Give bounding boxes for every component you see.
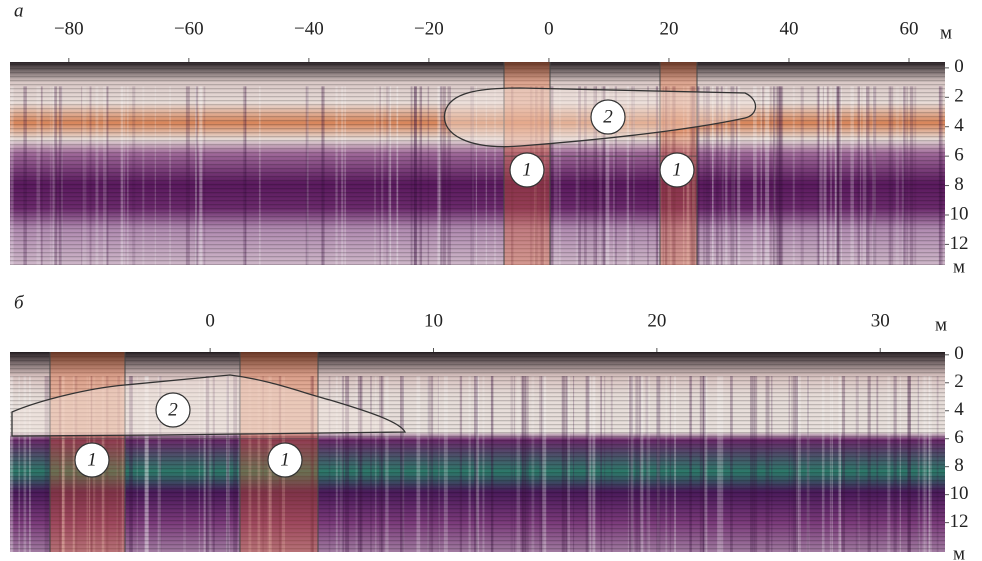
x-tick-label: 20 [647,310,666,331]
callout-label: 1 [280,449,290,470]
y-tick-label: 0 [954,56,964,77]
x-tick-label: −80 [54,18,84,39]
x-tick-label: −60 [174,18,204,39]
y-tick-label: 12 [950,511,969,532]
page: {"chart_data": [ {"type": "radargram", "… [0,0,982,561]
y-tick-label: 2 [954,86,964,107]
callout-label: 1 [87,449,97,470]
y-tick-label: 6 [954,427,964,448]
y-tick-label: 8 [954,455,964,476]
y-tick-label: 4 [954,115,964,136]
x-unit: м [940,22,952,43]
y-unit: м [953,256,965,277]
y-unit: м [953,543,965,561]
y-tick-label: 10 [950,483,969,504]
y-tick-label: 6 [954,145,964,166]
x-tick-label: 20 [659,18,678,39]
callout-label: 1 [522,159,532,180]
callout-label: 1 [672,159,682,180]
x-unit: м [935,314,947,335]
y-tick-label: 12 [950,233,969,254]
callout-label: 2 [603,106,613,127]
x-tick-label: 10 [424,310,443,331]
panel-label: а [14,0,24,21]
y-tick-label: 10 [950,203,969,224]
x-tick-label: 30 [871,310,890,331]
callout-label: 2 [168,399,178,420]
x-tick-label: 60 [899,18,918,39]
x-tick-label: 0 [544,18,554,39]
y-tick-label: 0 [954,343,964,364]
x-tick-label: 40 [779,18,798,39]
y-tick-label: 2 [954,371,964,392]
y-tick-label: 4 [954,399,964,420]
figure: а−80−60−40−200204060м024681012м121б01020… [0,0,982,561]
x-tick-label: 0 [205,310,215,331]
y-tick-label: 8 [954,174,964,195]
x-tick-label: −40 [294,18,324,39]
panel-label: б [14,292,25,313]
x-tick-label: −20 [414,18,444,39]
